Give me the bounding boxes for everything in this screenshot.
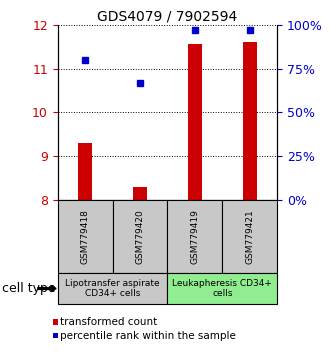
Bar: [243, 42, 257, 200]
Text: transformed count: transformed count: [60, 317, 157, 327]
Bar: [188, 45, 202, 200]
Title: GDS4079 / 7902594: GDS4079 / 7902594: [97, 10, 238, 24]
Bar: [133, 187, 147, 200]
Text: GSM779418: GSM779418: [81, 209, 90, 264]
Text: GSM779419: GSM779419: [190, 209, 199, 264]
Text: percentile rank within the sample: percentile rank within the sample: [60, 331, 236, 341]
Text: Lipotransfer aspirate
CD34+ cells: Lipotransfer aspirate CD34+ cells: [65, 279, 160, 298]
Text: Leukapheresis CD34+
cells: Leukapheresis CD34+ cells: [172, 279, 272, 298]
Text: GSM779421: GSM779421: [245, 209, 254, 264]
Text: GSM779420: GSM779420: [136, 209, 145, 264]
Text: cell type: cell type: [2, 282, 55, 295]
Bar: [78, 143, 92, 200]
